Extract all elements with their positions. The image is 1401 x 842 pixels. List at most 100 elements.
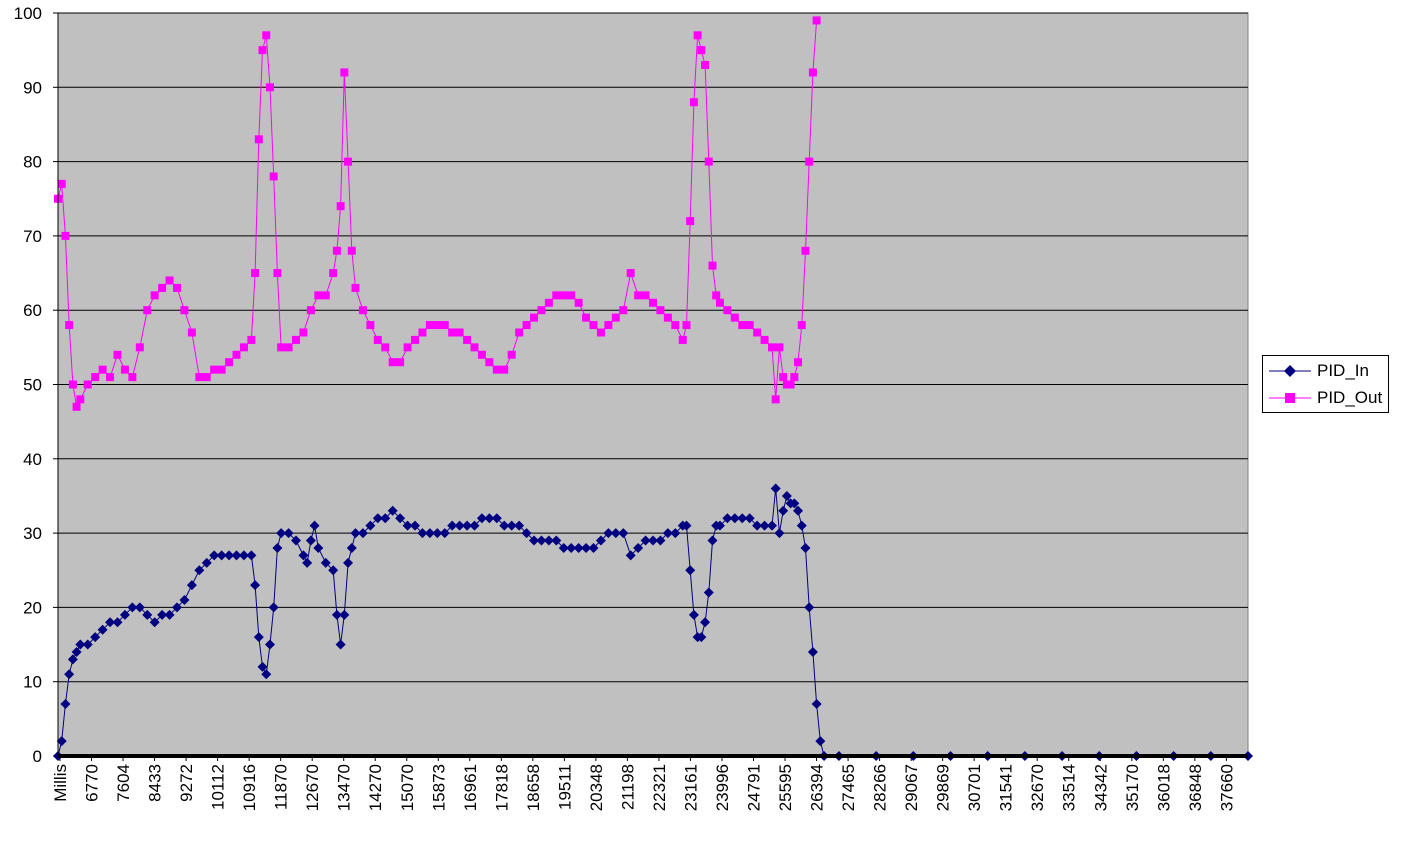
data-point bbox=[56, 736, 67, 747]
x-tick-label: 10112 bbox=[209, 764, 228, 810]
y-tick-label: 40 bbox=[23, 450, 42, 469]
data-point bbox=[794, 358, 803, 367]
data-point bbox=[253, 632, 264, 643]
data-point bbox=[641, 291, 650, 300]
x-tick-label: 15070 bbox=[398, 764, 417, 811]
data-point bbox=[309, 520, 320, 531]
data-point bbox=[730, 313, 739, 322]
data-point bbox=[82, 639, 93, 650]
data-point bbox=[723, 306, 732, 315]
data-point bbox=[618, 528, 629, 539]
data-point bbox=[350, 528, 361, 539]
data-point bbox=[610, 528, 621, 539]
x-tick-label: 13470 bbox=[335, 764, 354, 811]
data-point bbox=[202, 373, 211, 382]
data-point bbox=[529, 535, 539, 546]
data-point bbox=[365, 520, 376, 531]
data-point bbox=[395, 513, 406, 524]
data-point bbox=[588, 542, 599, 553]
y-tick-label: 70 bbox=[23, 227, 42, 246]
data-point bbox=[744, 513, 755, 524]
x-tick-label: 23161 bbox=[681, 764, 700, 811]
data-point bbox=[340, 68, 349, 77]
data-point bbox=[76, 395, 85, 404]
legend: PID_In PID_Out bbox=[1262, 355, 1389, 413]
data-point bbox=[261, 669, 272, 680]
data-point bbox=[439, 528, 450, 539]
data-point bbox=[707, 535, 718, 546]
data-point bbox=[689, 98, 698, 107]
series-pid-in bbox=[53, 483, 1253, 761]
data-point bbox=[276, 528, 287, 539]
x-tick-label: 34342 bbox=[1091, 764, 1110, 811]
data-point bbox=[655, 535, 666, 546]
data-point bbox=[582, 313, 591, 322]
data-point bbox=[530, 313, 538, 322]
data-point bbox=[380, 513, 391, 524]
data-point bbox=[351, 283, 360, 292]
data-point bbox=[790, 373, 799, 382]
y-tick-label: 20 bbox=[23, 598, 42, 617]
data-point bbox=[331, 609, 342, 620]
data-point bbox=[603, 528, 614, 539]
data-point bbox=[210, 365, 219, 374]
x-tick-label: 22321 bbox=[650, 764, 669, 811]
data-point bbox=[595, 535, 606, 546]
data-point bbox=[216, 550, 227, 561]
data-point bbox=[106, 373, 115, 382]
data-point bbox=[347, 246, 356, 255]
data-point bbox=[373, 335, 382, 344]
data-point bbox=[65, 321, 74, 330]
data-point bbox=[455, 328, 464, 337]
data-point bbox=[292, 335, 300, 344]
data-point bbox=[760, 335, 769, 344]
data-point bbox=[247, 335, 256, 344]
data-point bbox=[120, 365, 129, 374]
data-point bbox=[165, 276, 174, 285]
data-point bbox=[786, 380, 795, 389]
data-point bbox=[225, 358, 234, 367]
data-point bbox=[411, 335, 419, 344]
data-point bbox=[265, 83, 274, 92]
data-point bbox=[767, 520, 777, 531]
data-point bbox=[771, 395, 780, 404]
x-tick-label: 20348 bbox=[587, 764, 606, 811]
data-point bbox=[91, 373, 100, 382]
data-point bbox=[313, 542, 324, 553]
data-point bbox=[358, 306, 367, 315]
data-point bbox=[254, 135, 263, 144]
data-point bbox=[67, 654, 78, 665]
data-point bbox=[581, 542, 592, 553]
x-tick-label: 28266 bbox=[871, 764, 890, 811]
data-point bbox=[381, 343, 390, 352]
data-point bbox=[543, 535, 554, 546]
x-tick-label: 18658 bbox=[524, 764, 543, 811]
data-point bbox=[335, 639, 346, 650]
y-tick-label: 100 bbox=[14, 4, 42, 23]
data-point bbox=[681, 520, 692, 531]
data-point bbox=[753, 328, 762, 337]
data-point bbox=[440, 321, 449, 330]
data-point bbox=[574, 298, 583, 307]
data-point bbox=[268, 602, 279, 613]
data-point bbox=[402, 520, 413, 531]
data-point bbox=[272, 542, 283, 553]
x-tick-label: 14270 bbox=[366, 764, 385, 811]
data-point bbox=[90, 632, 101, 643]
data-point bbox=[463, 335, 472, 344]
data-point bbox=[158, 283, 167, 292]
data-point bbox=[745, 321, 754, 330]
data-point bbox=[648, 535, 658, 546]
data-point bbox=[232, 350, 241, 359]
data-point bbox=[195, 373, 204, 382]
data-point bbox=[789, 498, 800, 509]
data-point bbox=[796, 520, 807, 531]
data-point bbox=[596, 328, 605, 337]
data-point bbox=[506, 520, 517, 531]
data-point bbox=[521, 528, 532, 539]
data-point bbox=[68, 380, 77, 389]
data-point bbox=[619, 306, 628, 315]
data-point bbox=[277, 343, 286, 352]
data-point bbox=[57, 179, 66, 188]
data-point bbox=[417, 528, 428, 539]
